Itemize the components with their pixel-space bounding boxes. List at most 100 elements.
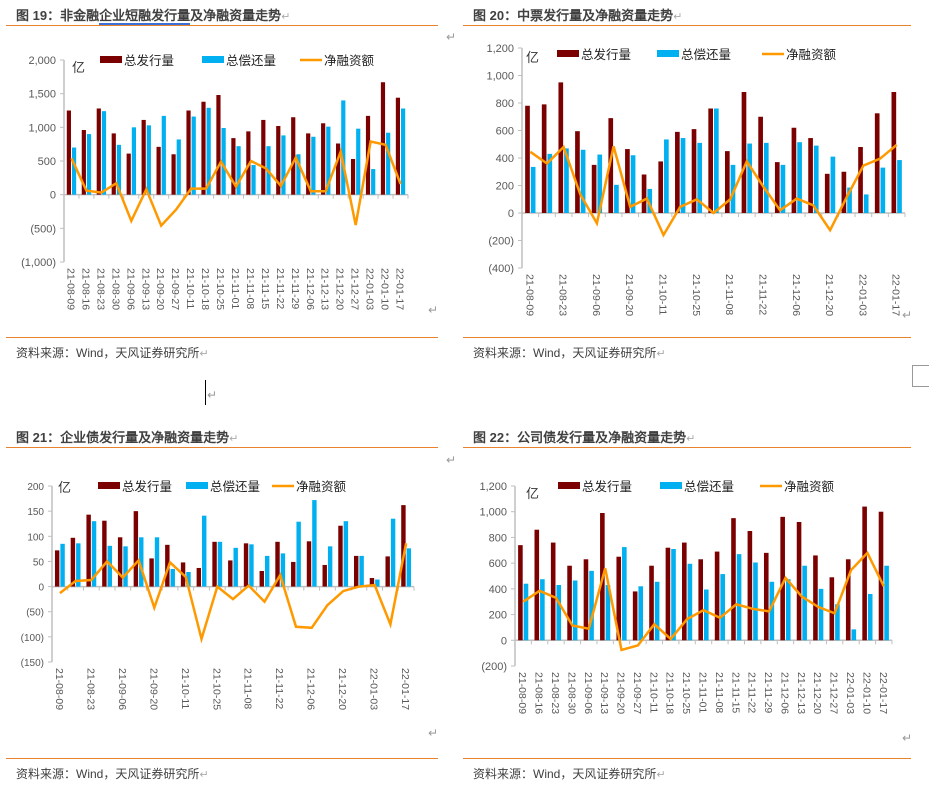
bar-repayment [564, 148, 569, 213]
bar-issuance [380, 82, 386, 195]
bar-repayment [797, 142, 802, 213]
bar-repayment [375, 579, 380, 587]
bar-issuance [171, 154, 176, 195]
bar-repayment [780, 164, 786, 213]
x-tick-label: 21-08-30 [109, 268, 121, 310]
x-tick-label: 21-10-25 [680, 672, 692, 714]
bar-repayment [630, 155, 636, 213]
bar-repayment [249, 544, 254, 587]
figure-22-title: 图 22：公司债发行量及净融资量走势↵ [473, 427, 695, 446]
bar-issuance [714, 551, 720, 641]
legend-label: 净融资额 [296, 480, 347, 494]
bar-repayment [704, 589, 709, 641]
x-tick-label: 21-09-20 [154, 268, 166, 310]
line-net-financing [522, 550, 885, 652]
bar-repayment [763, 142, 769, 213]
x-tick-label: 21-08-09 [53, 668, 65, 710]
bar-repayment [572, 580, 578, 641]
bar-issuance [96, 108, 101, 195]
legend-label: 总偿还量 [226, 53, 276, 68]
bar-issuance [133, 511, 139, 587]
bar-repayment [697, 142, 703, 213]
bar-repayment [830, 156, 836, 213]
bar-repayment [614, 184, 619, 213]
bar-repayment [161, 115, 166, 195]
margin-box [912, 365, 929, 387]
x-tick-label: 21-08-09 [523, 274, 535, 316]
bar-issuance [201, 101, 206, 195]
x-tick-label: 21-11-22 [746, 672, 758, 713]
chart-20: 1,200 1,000 800 600 400 200 0 (200) (400) 21-08-0… [486, 43, 906, 316]
unit-label: 亿 [526, 50, 539, 65]
x-tick-label: 21-10-25 [214, 268, 226, 310]
bar-issuance [891, 92, 897, 213]
legend-label: 总发行量 [581, 47, 631, 62]
bar-issuance [231, 138, 236, 195]
title-part: 非金融 [60, 8, 100, 23]
paragraph-mark-icon: ↵ [902, 731, 913, 745]
x-tick-label: 21-10-25 [690, 274, 702, 316]
bar-issuance [862, 506, 867, 641]
bar-repayment [296, 154, 301, 195]
x-tick-label: 21-11-29 [289, 268, 301, 309]
x-tick-label: 21-12-13 [319, 268, 331, 310]
title-part: 及净融资量走势 [190, 8, 282, 23]
bar-repayment [785, 579, 791, 641]
bar-issuance [321, 123, 326, 195]
paragraph-mark-icon: ↵ [428, 726, 439, 740]
x-tick-label: 21-09-06 [590, 274, 602, 316]
bar-repayment [847, 187, 852, 213]
bar-repayment [311, 136, 316, 195]
x-tick-label: 21-12-20 [334, 268, 346, 310]
paragraph-mark-icon: ↵ [902, 308, 913, 322]
unit-label: 亿 [58, 480, 71, 495]
x-tick-label: 21-08-16 [533, 672, 545, 714]
y-tick-label: 800 [496, 98, 514, 110]
legend-swatch-issuance [557, 50, 579, 57]
x-tick-label: 21-12-20 [823, 274, 835, 316]
figure-20-title: 图 20：中票发行量及净融资量走势↵ [473, 5, 682, 24]
bar-issuance [322, 564, 327, 587]
x-tick-label: 22-01-10 [379, 268, 391, 310]
figure-19-number: 图 19： [16, 8, 61, 23]
bar-repayment [217, 541, 223, 587]
bar-issuance [731, 518, 736, 641]
x-tick-label: 21-09-06 [124, 268, 136, 310]
x-tick-label: 21-09-13 [598, 672, 610, 714]
bar-issuance [354, 555, 359, 587]
bar-issuance [336, 143, 341, 195]
bar-issuance [845, 559, 851, 641]
legend-label: 净融资额 [784, 480, 835, 494]
bar-repayment [251, 165, 256, 195]
bar-repayment [654, 581, 660, 641]
title-rule [6, 25, 438, 26]
figure-19-title: 图 19：非金融企业短融发行量及净融资量走势↵ [16, 5, 290, 25]
bar-issuance [698, 559, 703, 641]
y-tick-label: 600 [496, 126, 514, 138]
legend-label: 净融资额 [786, 48, 837, 62]
bar-issuance [212, 541, 217, 587]
bar-issuance [878, 511, 884, 641]
paragraph-mark-icon: ↵ [656, 348, 666, 360]
y-tick-label: (150) [21, 658, 44, 669]
bar-issuance [259, 570, 264, 587]
bar-issuance [66, 110, 71, 195]
y-tick-label: 50 [33, 557, 45, 568]
bar-repayment [146, 125, 151, 195]
bar-issuance [156, 146, 161, 195]
bar-repayment [730, 164, 736, 213]
x-tick-label: 21-09-06 [116, 668, 128, 710]
y-tick-label: 0 [50, 190, 56, 202]
bar-issuance [708, 108, 713, 213]
unit-label: 亿 [526, 486, 539, 501]
legend-swatch-issuance [558, 482, 580, 489]
bar-issuance [186, 110, 191, 195]
bar-issuance [111, 133, 116, 195]
figure-22-number: 图 22： [473, 430, 518, 445]
bar-repayment [622, 547, 627, 641]
y-tick-label: (400) [488, 263, 514, 275]
bar-issuance [306, 133, 311, 195]
bar-repayment [880, 167, 886, 213]
bar-repayment [605, 585, 611, 641]
bar-issuance [616, 556, 622, 641]
